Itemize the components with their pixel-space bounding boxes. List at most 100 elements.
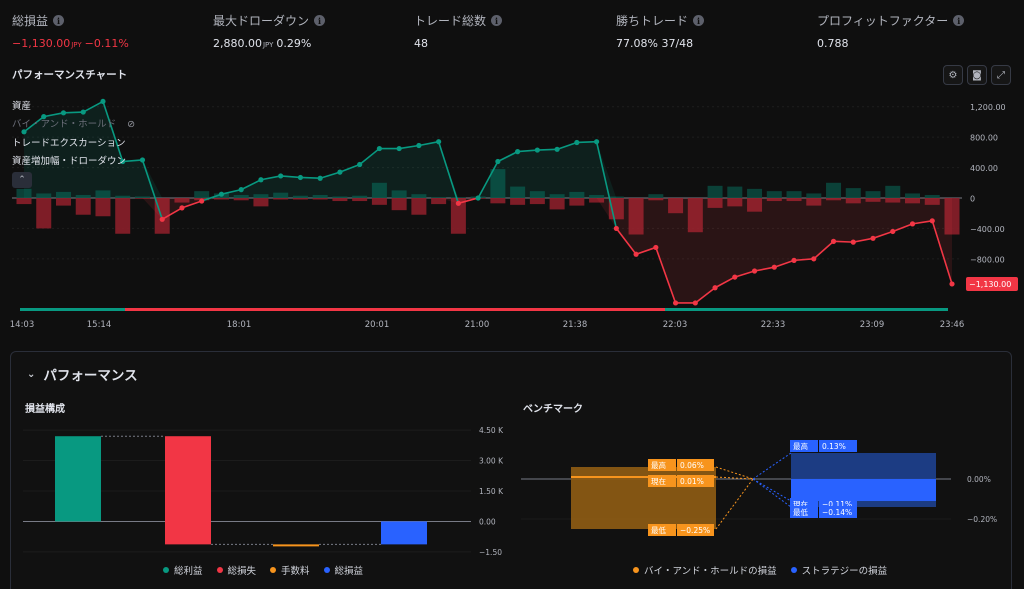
drawdown-bar — [16, 198, 32, 205]
collapse-legend-button[interactable]: ⌃ — [12, 172, 32, 188]
legend-runup[interactable]: 資産増加幅・ドローダウン — [12, 156, 127, 167]
equity-point — [653, 244, 659, 251]
benchmark-tag-value: −0.11% — [822, 500, 852, 509]
equity-line-segment — [260, 175, 281, 181]
equity-point — [179, 205, 185, 211]
runup-bar — [391, 190, 407, 198]
info-icon[interactable]: i — [953, 15, 965, 26]
chevron-up-icon: ⌃ — [18, 175, 26, 185]
benchmark-tag-value: 0.06% — [680, 461, 704, 470]
connector-line — [715, 466, 754, 480]
equity-line-segment — [418, 140, 439, 147]
stat-label: 最大ドローダウン — [213, 14, 310, 28]
chart-title: パフォーマンスチャート — [12, 69, 128, 81]
equity-point — [712, 285, 718, 291]
settings-button[interactable]: ⚙ — [943, 65, 963, 85]
equity-line-segment — [477, 161, 499, 199]
drawdown-bar — [806, 198, 822, 206]
drawdown-bar — [450, 198, 466, 234]
drawdown-bar — [431, 198, 447, 205]
equity-point — [159, 216, 165, 222]
runup-bar — [569, 191, 585, 198]
benchmark-tag-label: 最低 — [793, 507, 808, 517]
equity-point — [811, 256, 817, 262]
drawdown-bar — [747, 198, 763, 212]
equity-line-segment — [43, 112, 64, 118]
runup-bar — [589, 194, 605, 198]
drawdown-bar — [648, 198, 664, 201]
camera-icon: ◙ — [972, 69, 982, 81]
equity-point — [120, 158, 126, 165]
legend-label: 総利益 — [174, 566, 203, 577]
legend-item[interactable]: 総利益 — [163, 563, 203, 577]
equity-point — [357, 161, 363, 168]
runup-bar — [786, 191, 802, 198]
stat-value: 2,880.00 — [213, 37, 262, 50]
info-icon[interactable]: i — [314, 15, 326, 26]
y-tick-label: 800.00 — [970, 134, 998, 143]
equity-line-segment — [694, 287, 716, 304]
info-icon[interactable]: i — [53, 15, 65, 26]
legend-item[interactable]: 総損益 — [323, 563, 363, 577]
equity-line-segment — [280, 175, 301, 179]
legend-buy-hold[interactable]: バイ・アンド・ホールド ⊘ — [12, 116, 135, 130]
equity-point — [218, 191, 225, 197]
drawdown-bar — [332, 198, 348, 202]
pnl-chart: 4.50 K 3.00 K 1.50 K 0.00 −1.50 K — [23, 426, 503, 557]
y-tick-label: 0 — [970, 195, 975, 204]
trade-ribbon — [20, 308, 125, 311]
performance-chart[interactable]: 1,200.00 800.00 400.00 0 −400.00 −800.00 −1,13… — [0, 90, 1024, 335]
legend-item[interactable]: ストラテジーの損益 — [790, 563, 887, 577]
legend-item[interactable]: 総損失 — [216, 563, 256, 577]
legend-label: バイ・アンド・ホールドの損益 — [644, 566, 777, 577]
info-icon[interactable]: i — [491, 15, 503, 26]
drawdown-bar — [944, 198, 960, 235]
runup-bar — [292, 195, 308, 198]
screenshot-button[interactable]: ◙ — [967, 65, 987, 85]
benchmark-tag — [790, 440, 818, 452]
equity-line-segment — [912, 220, 933, 225]
equity-line-segment — [793, 258, 814, 262]
stat-value: 77.08% — [616, 37, 658, 50]
equity-point — [258, 177, 264, 183]
legend-excursion[interactable]: トレードエクスカーション — [12, 138, 126, 149]
benchmark-tag-label: 最高 — [651, 460, 666, 470]
eye-off-icon[interactable]: ⊘ — [127, 119, 136, 130]
equity-line-segment — [931, 220, 953, 285]
runup-bar — [134, 196, 150, 198]
equity-line-segment — [181, 200, 202, 209]
info-icon[interactable]: i — [693, 15, 705, 26]
benchmark-tag-label: 現在 — [651, 476, 666, 486]
x-tick-label: 22:03 — [663, 320, 688, 330]
drawdown-bar — [273, 198, 289, 200]
runup-bar — [431, 197, 447, 198]
legend-equity[interactable]: 資産 — [12, 101, 32, 112]
runup-bar — [95, 190, 111, 198]
pnl-bar — [165, 436, 211, 545]
legend-label: 手数料 — [281, 566, 310, 577]
drawdown-bar — [75, 198, 91, 215]
legend-item[interactable]: バイ・アンド・ホールドの損益 — [633, 563, 777, 577]
equity-point — [949, 281, 955, 287]
equity-line-segment — [399, 144, 420, 150]
legend-buy-hold-label: バイ・アンド・ホールド — [12, 119, 117, 130]
equity-point — [199, 198, 205, 204]
runup-bar — [411, 194, 427, 198]
connector-line — [752, 478, 792, 508]
drawdown-bar — [766, 198, 782, 202]
runup-bar — [352, 195, 368, 198]
benchmark-tag — [648, 524, 676, 536]
pnl-bar — [273, 544, 319, 547]
equity-line-segment — [102, 101, 124, 162]
performance-title: パフォーマンス — [43, 368, 138, 384]
equity-point — [909, 221, 916, 227]
last-value-label: −1,130.00 — [969, 280, 1011, 289]
performance-header[interactable]: ⌄ パフォーマンス — [27, 364, 138, 384]
equity-line-segment — [319, 171, 341, 179]
runup-bar — [885, 185, 901, 198]
drawdown-bar — [845, 198, 861, 204]
chevron-down-icon[interactable]: ⌄ — [27, 368, 36, 380]
drawdown-bar — [707, 198, 723, 208]
fullscreen-button[interactable]: ⤢ — [991, 65, 1011, 85]
legend-item[interactable]: 手数料 — [270, 563, 310, 577]
